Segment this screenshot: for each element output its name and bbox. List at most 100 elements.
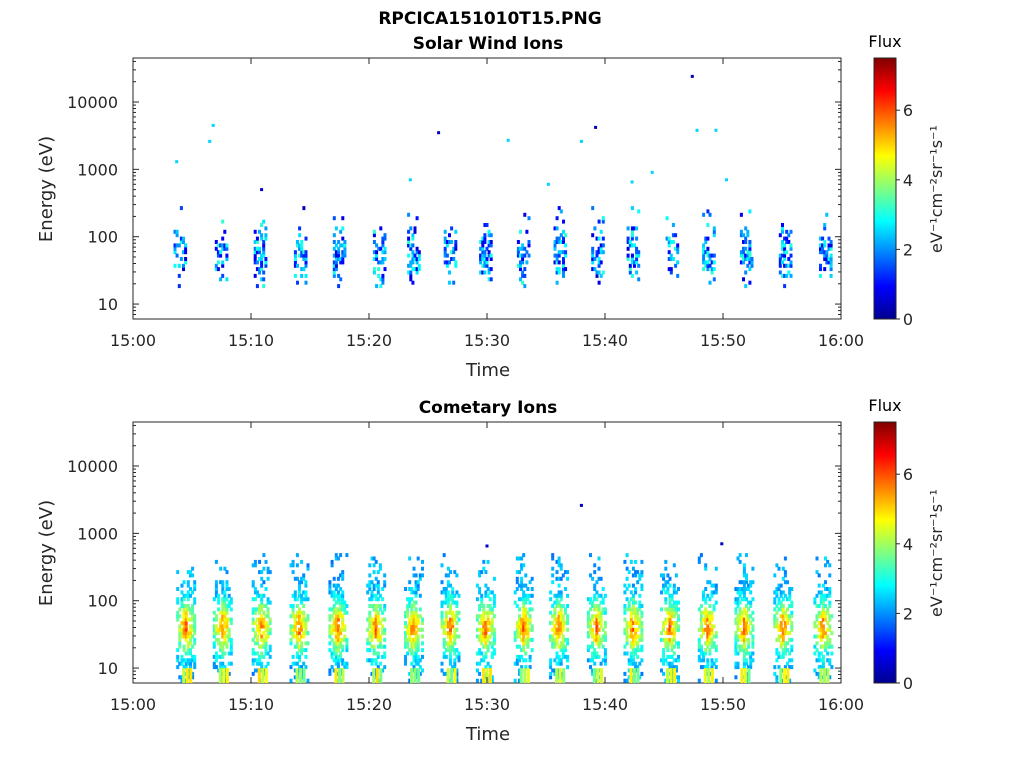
heatmap-cell bbox=[521, 260, 525, 265]
heatmap-cell bbox=[173, 263, 177, 268]
heatmap-cell bbox=[372, 583, 376, 588]
heatmap-cell bbox=[416, 637, 420, 642]
heatmap-cell bbox=[445, 240, 449, 244]
heatmap-cell bbox=[704, 665, 708, 670]
heatmap-cell bbox=[636, 617, 640, 622]
heatmap-cell bbox=[830, 631, 834, 636]
heatmap-cell bbox=[706, 610, 710, 615]
heatmap-cell bbox=[374, 559, 378, 564]
heatmap-cell bbox=[370, 556, 374, 561]
heatmap-cell bbox=[521, 246, 525, 251]
heatmap-cell bbox=[368, 597, 372, 602]
heatmap-cell bbox=[291, 614, 295, 619]
heatmap-cell bbox=[407, 240, 411, 244]
heatmap-cell bbox=[777, 587, 781, 591]
heatmap-cell bbox=[519, 277, 522, 282]
heatmap-cell bbox=[634, 617, 638, 622]
heatmap-cell bbox=[785, 229, 789, 234]
heatmap-cell bbox=[219, 627, 223, 632]
heatmap-cell bbox=[773, 617, 777, 622]
heatmap-cell bbox=[633, 243, 636, 248]
heatmap-cell bbox=[370, 621, 374, 625]
heatmap-cell bbox=[182, 627, 186, 632]
heatmap-cell bbox=[260, 661, 264, 666]
heatmap-cell bbox=[330, 627, 334, 632]
heatmap-cell bbox=[549, 610, 553, 615]
heatmap-cell bbox=[266, 631, 270, 636]
heatmap-cell bbox=[334, 621, 338, 625]
heatmap-cell bbox=[526, 634, 530, 639]
heatmap-cell bbox=[178, 624, 182, 629]
heatmap-cell bbox=[452, 280, 456, 285]
heatmap-cell bbox=[591, 250, 595, 255]
heatmap-cell bbox=[293, 250, 297, 255]
heatmap-cell bbox=[336, 593, 340, 598]
heatmap-cell bbox=[410, 624, 414, 629]
heatmap-cell bbox=[522, 614, 526, 619]
heatmap-cell bbox=[781, 253, 784, 258]
heatmap-cell bbox=[372, 627, 376, 632]
heatmap-cell bbox=[372, 257, 376, 261]
heatmap-cell bbox=[295, 668, 299, 683]
heatmap-cell bbox=[262, 604, 266, 608]
heatmap-cell bbox=[296, 280, 299, 285]
heatmap-cell bbox=[487, 250, 491, 255]
heatmap-cell bbox=[372, 634, 376, 639]
heatmap-cell bbox=[264, 257, 268, 261]
heatmap-cell bbox=[553, 246, 557, 251]
heatmap-cell bbox=[223, 637, 227, 642]
heatmap-cell bbox=[829, 246, 833, 251]
heatmap-cell bbox=[417, 257, 421, 261]
heatmap-cell bbox=[404, 621, 407, 625]
heatmap-cell bbox=[368, 641, 372, 646]
heatmap-cell bbox=[295, 604, 299, 608]
heatmap-cell bbox=[702, 627, 705, 632]
heatmap-cell bbox=[368, 658, 372, 663]
heatmap-cell bbox=[444, 654, 448, 659]
heatmap-cell bbox=[562, 260, 565, 265]
heatmap-cell bbox=[674, 658, 678, 663]
heatmap-cell bbox=[189, 617, 192, 622]
heatmap-cell bbox=[442, 590, 446, 595]
heatmap-cell bbox=[738, 621, 742, 625]
heatmap-cell bbox=[786, 614, 789, 619]
heatmap-cell bbox=[370, 627, 374, 632]
heatmap-cell bbox=[251, 583, 255, 588]
heatmap-cell bbox=[490, 617, 494, 622]
heatmap-cell bbox=[561, 654, 565, 659]
heatmap-cell bbox=[593, 614, 597, 619]
heatmap-cell bbox=[256, 651, 259, 656]
heatmap-cell bbox=[558, 668, 562, 683]
heatmap-cell bbox=[551, 627, 555, 632]
heatmap-cell bbox=[417, 668, 421, 683]
heatmap-cell bbox=[253, 651, 257, 656]
heatmap-cell bbox=[381, 587, 385, 591]
heatmap-cell bbox=[561, 627, 565, 632]
heatmap-cell bbox=[555, 604, 559, 608]
heatmap-cell bbox=[186, 593, 190, 598]
heatmap-cell bbox=[366, 590, 370, 595]
heatmap-cell bbox=[336, 590, 340, 595]
heatmap-cell bbox=[227, 671, 231, 676]
heatmap-cell bbox=[631, 644, 635, 649]
heatmap-cell bbox=[300, 651, 304, 656]
heatmap-cell bbox=[640, 604, 644, 608]
heatmap-cell bbox=[564, 648, 567, 653]
heatmap-cell bbox=[375, 257, 379, 261]
heatmap-cell bbox=[341, 260, 345, 265]
heatmap-cell bbox=[260, 644, 264, 649]
heatmap-cell bbox=[216, 250, 220, 255]
heatmap-cell bbox=[300, 665, 304, 670]
heatmap-cell bbox=[440, 600, 444, 605]
heatmap-cell bbox=[559, 566, 563, 571]
heatmap-cell bbox=[564, 267, 568, 272]
heatmap-cell bbox=[446, 590, 450, 595]
heatmap-cell bbox=[677, 641, 680, 646]
heatmap-cell bbox=[372, 570, 376, 575]
heatmap-cell bbox=[186, 631, 190, 636]
heatmap-point bbox=[650, 170, 654, 174]
heatmap-cell bbox=[739, 212, 743, 217]
heatmap-cell bbox=[189, 651, 192, 656]
heatmap-cell bbox=[589, 600, 592, 605]
